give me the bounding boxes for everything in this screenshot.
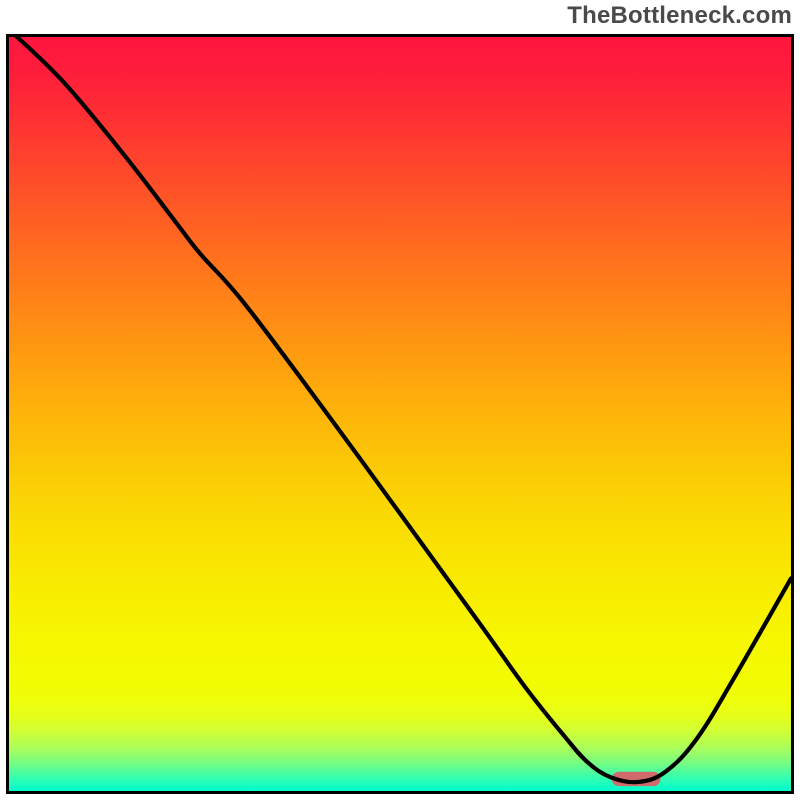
plot-svg bbox=[9, 37, 791, 791]
bottleneck-plot bbox=[6, 34, 794, 794]
gradient-background bbox=[9, 37, 791, 791]
watermark-text: TheBottleneck.com bbox=[567, 2, 792, 30]
